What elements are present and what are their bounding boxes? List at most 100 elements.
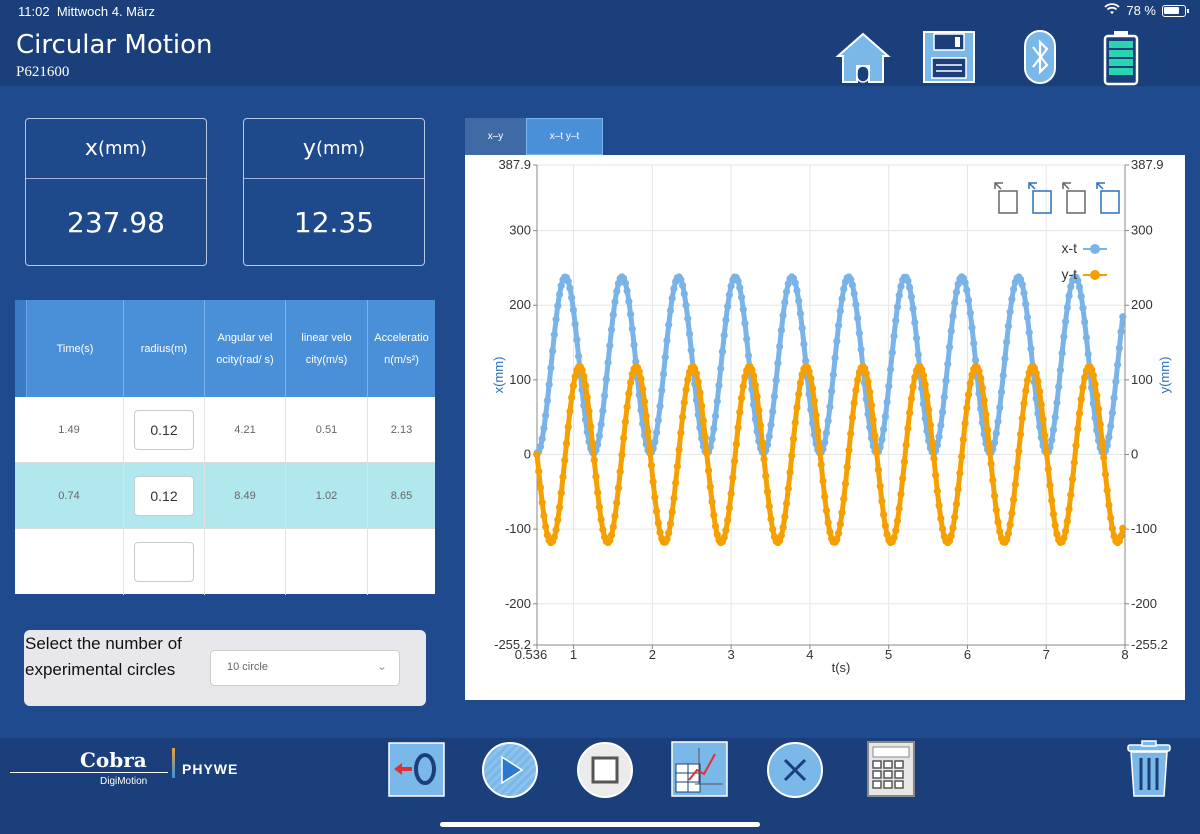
cell-angular: 4.21 (205, 397, 286, 463)
data-point-x-t (609, 311, 617, 319)
data-point-y-t (918, 366, 926, 374)
data-point-y-t (1119, 524, 1127, 532)
data-point-y-t (1046, 481, 1054, 490)
data-point-y-t (626, 378, 635, 387)
data-point-y-t (737, 394, 746, 402)
data-point-y-t (1023, 376, 1032, 384)
zero-button[interactable] (388, 740, 446, 798)
data-point-x-t (994, 417, 1002, 426)
data-point-x-t (611, 298, 619, 306)
data-point-x-t (554, 302, 562, 310)
data-point-y-t (639, 385, 647, 393)
data-point-y-t (583, 393, 591, 401)
data-point-x-t (1081, 318, 1089, 326)
data-point-x-t (848, 281, 857, 289)
tab-x-y[interactable]: x–y (465, 118, 526, 155)
circle-count-select[interactable]: 10 circle ⌄ (210, 650, 400, 686)
data-point-y-t (1065, 505, 1073, 513)
data-point-x-t (907, 293, 915, 301)
play-button[interactable] (481, 740, 539, 798)
stop-button[interactable] (576, 740, 634, 798)
data-point-x-t (568, 294, 576, 302)
zoom-fit-icon[interactable] (1096, 182, 1120, 214)
data-point-y-t (533, 450, 541, 459)
zoom-reset-icon[interactable] (994, 182, 1018, 214)
data-point-y-t (739, 382, 747, 390)
calculator-button[interactable] (862, 740, 920, 798)
data-point-x-t (1082, 333, 1090, 342)
data-point-y-t (540, 512, 548, 520)
data-point-y-t (1039, 415, 1047, 423)
tab-x-t-y-t[interactable]: x–t y–t (526, 118, 603, 155)
cell-time: 1.49 (15, 397, 124, 463)
data-point-y-t (1077, 395, 1085, 403)
circle-count-value: 10 circle (227, 661, 268, 673)
calculator-icon (867, 741, 915, 797)
table-row[interactable] (15, 529, 435, 595)
bottom-toolbar: Cobra DigiMotion PHYWE (0, 738, 1200, 834)
data-point-x-t (1065, 292, 1073, 300)
data-point-x-t (663, 336, 671, 345)
digimotion-label: DigiMotion (100, 776, 148, 787)
data-point-y-t (814, 427, 822, 435)
data-point-y-t (881, 522, 889, 530)
data-point-y-t (725, 504, 733, 512)
data-point-y-t (909, 383, 917, 391)
table-row[interactable]: 1.49 0.12 4.21 0.51 2.13 (15, 397, 435, 463)
logo-divider (172, 748, 175, 778)
data-point-y-t (765, 502, 773, 510)
data-point-x-t (1020, 289, 1028, 297)
home-indicator[interactable] (440, 822, 760, 827)
data-point-y-t (815, 444, 824, 452)
data-point-y-t (1096, 420, 1104, 428)
bluetooth-button[interactable] (1012, 28, 1070, 86)
radius-input[interactable] (134, 542, 194, 582)
data-point-y-t (1013, 464, 1021, 472)
radius-input[interactable]: 0.12 (134, 410, 194, 450)
data-point-y-t (966, 379, 974, 388)
header-angular-velocity: Angular vel ocity(rad/ s) (205, 300, 286, 397)
data-point-x-t (711, 412, 720, 420)
x-tick-label: 3 (727, 647, 734, 662)
data-point-y-t (871, 432, 879, 440)
data-point-y-t (1022, 387, 1030, 395)
data-point-x-t (949, 312, 957, 320)
data-point-x-t (888, 348, 896, 357)
data-point-x-t (938, 408, 947, 416)
data-point-y-t (874, 466, 883, 474)
zero-icon (388, 742, 445, 797)
data-point-x-t (824, 417, 832, 425)
y-tick-label-right: -255.2 (1131, 637, 1168, 652)
data-point-x-t (600, 392, 609, 400)
data-point-y-t (777, 531, 785, 540)
data-point-y-t (907, 395, 915, 403)
table-row[interactable]: 0.74 0.12 8.49 1.02 8.65 (15, 463, 435, 529)
home-button[interactable] (834, 28, 892, 86)
radius-input[interactable]: 0.12 (134, 476, 194, 516)
data-point-y-t (784, 485, 792, 493)
analysis-button[interactable] (671, 740, 729, 798)
data-point-y-t (708, 498, 716, 506)
zoom-out-icon[interactable] (1062, 182, 1086, 214)
cell-radius (124, 529, 205, 595)
data-point-y-t (535, 467, 543, 475)
data-point-y-t (836, 520, 844, 528)
data-point-x-t (828, 387, 836, 395)
data-point-y-t (542, 523, 550, 531)
cancel-button[interactable] (766, 740, 824, 798)
data-point-x-t (607, 326, 616, 334)
data-point-y-t (1101, 470, 1110, 478)
data-point-y-t (1075, 409, 1084, 418)
data-point-y-t (642, 412, 650, 420)
data-point-x-t (1027, 345, 1035, 353)
delete-button[interactable] (1120, 740, 1178, 798)
save-button[interactable] (920, 28, 978, 86)
cell-accel: 2.13 (390, 424, 413, 436)
data-point-x-t (623, 287, 631, 295)
data-point-x-t (666, 306, 675, 315)
data-point-x-t (971, 356, 980, 364)
data-point-y-t (711, 522, 720, 530)
zoom-in-icon[interactable] (1028, 182, 1052, 214)
data-point-y-t (568, 393, 576, 402)
battery-button[interactable] (1092, 28, 1150, 86)
